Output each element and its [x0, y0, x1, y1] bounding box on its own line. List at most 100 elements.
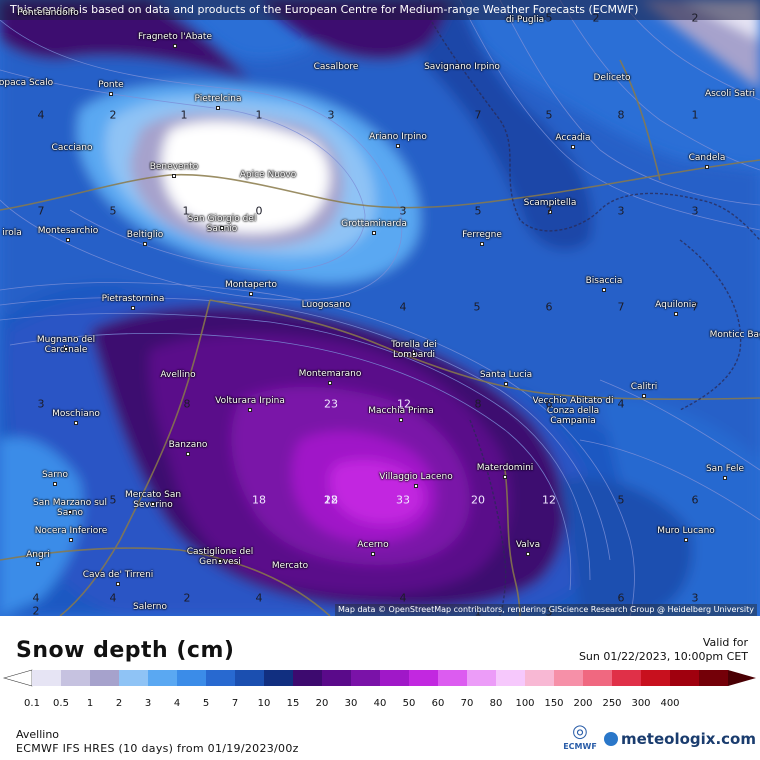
scale-swatch — [409, 670, 439, 686]
scale-swatch — [583, 670, 613, 686]
town-label: Acerno — [357, 540, 389, 550]
town-label: Casalbore — [313, 62, 359, 72]
town-label: Macchia Prima — [368, 406, 434, 416]
contour-value-label: 28 — [324, 493, 338, 507]
scale-swatch — [380, 670, 410, 686]
town-label: Ponte — [98, 80, 124, 90]
isolines — [0, 0, 760, 616]
town-label: San Marzano sul Sarno — [33, 498, 107, 518]
scale-swatch — [177, 670, 207, 686]
scale-tick-label: 50 — [402, 698, 416, 709]
town-label: Valva — [515, 540, 541, 550]
town-marker — [248, 408, 252, 412]
contour-value-label: 7 — [691, 300, 699, 314]
town-marker — [172, 174, 176, 178]
scale-swatch — [525, 670, 555, 686]
scale-swatch — [670, 670, 700, 686]
contour-value-label: 3 — [327, 108, 335, 122]
contour-value-label: 5 — [109, 493, 117, 507]
contour-value-label: 23 — [324, 397, 338, 411]
town-label: Pietrastornina — [101, 294, 165, 304]
color-scale — [2, 669, 756, 687]
contour-value-label: 7 — [545, 204, 553, 218]
contour-value-label: 7 — [617, 300, 625, 314]
scale-swatch — [148, 670, 178, 686]
scale-tick-label: 100 — [515, 698, 535, 709]
town-marker — [66, 238, 70, 242]
map-data-credit: Map data © OpenStreetMap contributors, r… — [335, 604, 757, 616]
town-marker — [218, 559, 222, 563]
town-marker — [249, 292, 253, 296]
scale-swatch — [322, 670, 352, 686]
contour-value-label: 5 — [474, 204, 482, 218]
contour-value-label: 7 — [474, 108, 482, 122]
contour-value-label: 12 — [324, 493, 338, 507]
legend-panel: Snow depth (cm) Valid for Sun 01/22/2023… — [0, 616, 760, 760]
town-label: Apice Nuovo — [239, 170, 297, 180]
scale-swatch — [90, 670, 120, 686]
scale-tick-label: 4 — [173, 698, 181, 709]
scale-tick-label: 200 — [573, 698, 593, 709]
town-label: Volturara Irpina — [215, 396, 285, 406]
town-label: Fragneto l'Abate — [137, 32, 212, 42]
scale-swatch — [351, 670, 381, 686]
town-label: Scampitella — [523, 198, 577, 208]
contour-value-label: 33 — [396, 493, 410, 507]
town-label: Muro Lucano — [657, 526, 715, 536]
contour-value-label: 3 — [545, 605, 553, 617]
scale-tick-label: 80 — [489, 698, 503, 709]
legend-title: Snow depth (cm) — [16, 638, 235, 663]
town-label: Calitri — [630, 382, 658, 392]
map-canvas — [0, 0, 760, 616]
scale-tick-label: 250 — [602, 698, 622, 709]
contour-value-label: 1 — [182, 204, 190, 218]
town-marker — [216, 106, 220, 110]
town-marker — [69, 538, 73, 542]
scale-under-arrow — [2, 669, 33, 687]
town-label: Materdomini — [476, 463, 534, 473]
contour-value-label: 8 — [183, 397, 191, 411]
town-label: Montesarchio — [37, 226, 99, 236]
town-label: Banzano — [168, 440, 208, 450]
contour-value-label: 6 — [617, 591, 625, 605]
snow-depth-map[interactable]: This service is based on data and produc… — [0, 0, 760, 616]
town-label: irola — [2, 228, 22, 238]
town-label: Monticc Bagn — [709, 330, 760, 340]
contour-value-label: 12 — [397, 397, 411, 411]
town-label: Savignano Irpino — [424, 62, 500, 72]
town-label: Grottaminarda — [341, 219, 407, 229]
town-label: Ariano Irpino — [369, 132, 427, 142]
scale-swatch — [206, 670, 236, 686]
scale-swatch — [264, 670, 294, 686]
town-marker — [116, 582, 120, 586]
town-label: Ferregne — [462, 230, 502, 240]
scale-swatch — [438, 670, 468, 686]
scale-swatch — [119, 670, 149, 686]
town-label: San Fele — [705, 464, 745, 474]
scale-tick-label: 70 — [460, 698, 474, 709]
town-marker — [372, 231, 376, 235]
town-marker — [220, 226, 224, 230]
location-name: Avellino — [16, 728, 60, 741]
scale-tick-label: 2 — [115, 698, 123, 709]
town-label: Villaggio Laceno — [379, 472, 453, 482]
contour-value-label: 4 — [255, 591, 263, 605]
town-label: Castiglione del Genovesi — [186, 547, 254, 567]
ecmwf-attribution-banner: This service is based on data and produc… — [0, 0, 760, 20]
town-label: Accadia — [555, 133, 591, 143]
town-marker — [151, 502, 155, 506]
contour-value-label: 6 — [545, 300, 553, 314]
meteologix-brand[interactable]: meteologix.com — [604, 730, 756, 748]
scale-tick-label: 5 — [202, 698, 210, 709]
contour-value-label: 7 — [37, 204, 45, 218]
scale-swatch — [554, 670, 584, 686]
contour-value-label: 4 — [32, 591, 40, 605]
snow-field — [0, 0, 760, 616]
town-marker — [328, 381, 332, 385]
town-marker — [109, 92, 113, 96]
ecmwf-logo-text: ECMWF — [563, 742, 597, 751]
town-marker — [143, 242, 147, 246]
town-label: Candela — [688, 153, 726, 163]
contour-value-label: 3 — [399, 204, 407, 218]
scale-tick-label: 150 — [544, 698, 564, 709]
